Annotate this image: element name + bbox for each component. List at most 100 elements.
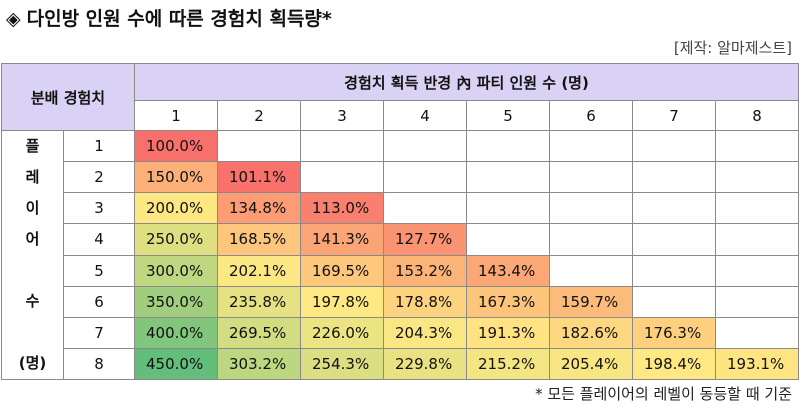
- empty-cell: [383, 161, 467, 194]
- empty-cell: [632, 129, 716, 163]
- table-cell: 300.0%: [134, 254, 218, 287]
- table-cell: 215.2%: [466, 347, 550, 381]
- table-cell: 159.7%: [549, 285, 633, 318]
- empty-cell: [632, 161, 716, 194]
- empty-cell: [715, 161, 799, 194]
- xp-table: 분배 경험치 경험치 획득 반경 內 파티 인원 수 (명) 1 2 3 4 5…: [1, 63, 799, 381]
- row-header: 5: [63, 254, 135, 287]
- table-cell: 153.2%: [383, 254, 467, 287]
- table-cell: 176.3%: [632, 316, 716, 349]
- empty-cell: [715, 285, 799, 318]
- column-header: 3: [300, 100, 384, 131]
- column-header: 8: [715, 100, 799, 131]
- row-group-label-char: 수: [25, 292, 40, 310]
- corner-label: 분배 경험치: [1, 63, 135, 131]
- table-row: 5 300.0% 202.1% 169.5% 153.2% 143.4%: [2, 254, 799, 287]
- table-cell: 400.0%: [134, 316, 218, 349]
- row-group-label-char: [2, 317, 63, 348]
- table-cell: 250.0%: [134, 223, 218, 256]
- empty-cell: [549, 161, 633, 194]
- empty-cell: [549, 254, 633, 287]
- page-title: ◈ 다인방 인원 수에 따른 경험치 획득량*: [6, 4, 332, 31]
- footnote: * 모든 플레이어의 레벨이 동등할 때 기준: [535, 385, 792, 403]
- table-cell: 254.3%: [300, 347, 384, 381]
- empty-cell: [300, 161, 384, 194]
- row-header: 7: [63, 316, 135, 349]
- row-group-label-char: 어: [25, 230, 40, 248]
- empty-cell: [466, 223, 550, 256]
- column-header: 4: [383, 100, 467, 131]
- empty-cell: [217, 129, 301, 163]
- row-group-label-char: [2, 255, 63, 286]
- row-header: 8: [63, 347, 135, 381]
- table-cell: 169.5%: [300, 254, 384, 287]
- table-cell: 200.0%: [134, 192, 218, 225]
- table-cell: 101.1%: [217, 161, 301, 194]
- table-cell: 204.3%: [383, 316, 467, 349]
- table-row: 6 350.0% 235.8% 197.8% 178.8% 167.3% 159.7%: [2, 285, 799, 318]
- empty-cell: [466, 161, 550, 194]
- table-row: 2 150.0% 101.1%: [2, 161, 799, 194]
- row-group-label-char: 레: [25, 168, 40, 186]
- table-cell: 100.0%: [134, 129, 218, 163]
- empty-cell: [383, 192, 467, 225]
- table-row: 4 250.0% 168.5% 141.3% 127.7%: [2, 223, 799, 256]
- header-row-group: 분배 경험치 경험치 획득 반경 內 파티 인원 수 (명): [1, 63, 799, 131]
- empty-cell: [632, 223, 716, 256]
- table-row: 7 400.0% 269.5% 226.0% 204.3% 191.3% 182.6% 176…: [2, 316, 799, 349]
- row-header: 2: [63, 161, 135, 194]
- empty-cell: [715, 254, 799, 287]
- table-row: 8 450.0% 303.2% 254.3% 229.8% 215.2% 205.4% 198…: [2, 347, 799, 381]
- empty-cell: [715, 223, 799, 256]
- diamond-icon: ◈: [6, 8, 21, 30]
- table-cell: 150.0%: [134, 161, 218, 194]
- table-cell: 303.2%: [217, 347, 301, 381]
- table-cell: 198.4%: [632, 347, 716, 381]
- table-cell: 450.0%: [134, 347, 218, 381]
- table-cell: 167.3%: [466, 285, 550, 318]
- empty-cell: [632, 285, 716, 318]
- empty-cell: [549, 192, 633, 225]
- column-header: 6: [549, 100, 633, 131]
- empty-cell: [549, 129, 633, 163]
- empty-cell: [383, 129, 467, 163]
- empty-cell: [466, 192, 550, 225]
- table-cell: 350.0%: [134, 285, 218, 318]
- table-cell: 141.3%: [300, 223, 384, 256]
- column-header: 2: [217, 100, 301, 131]
- row-group-label-char: (명): [18, 354, 47, 372]
- row-header: 4: [63, 223, 135, 256]
- table-cell: 127.7%: [383, 223, 467, 256]
- table-cell: 182.6%: [549, 316, 633, 349]
- table-cell: 193.1%: [715, 347, 799, 381]
- table-row: 3 200.0% 134.8% 113.0%: [2, 192, 799, 225]
- column-group-label: 경험치 획득 반경 內 파티 인원 수 (명): [134, 63, 799, 101]
- column-header: 5: [466, 100, 550, 131]
- table-cell: 168.5%: [217, 223, 301, 256]
- table-cell: 269.5%: [217, 316, 301, 349]
- table-cell: 205.4%: [549, 347, 633, 381]
- title-text: 다인방 인원 수에 따른 경험치 획득량*: [26, 8, 332, 30]
- table-cell: 143.4%: [466, 254, 550, 287]
- table-cell: 191.3%: [466, 316, 550, 349]
- table-cell: 197.8%: [300, 285, 384, 318]
- empty-cell: [715, 129, 799, 163]
- empty-cell: [632, 254, 716, 287]
- empty-cell: [300, 129, 384, 163]
- table-cell: 178.8%: [383, 285, 467, 318]
- row-group-label-char: 플: [25, 137, 40, 155]
- row-header: 6: [63, 285, 135, 318]
- row-group-label-char: 이: [25, 199, 40, 217]
- table-cell: 235.8%: [217, 285, 301, 318]
- row-header: 1: [63, 129, 135, 163]
- empty-cell: [715, 192, 799, 225]
- empty-cell: [632, 192, 716, 225]
- empty-cell: [466, 129, 550, 163]
- table-cell: 113.0%: [300, 192, 384, 225]
- column-header: 1: [134, 100, 218, 131]
- table-cell: 202.1%: [217, 254, 301, 287]
- column-header: 7: [632, 100, 716, 131]
- empty-cell: [715, 316, 799, 349]
